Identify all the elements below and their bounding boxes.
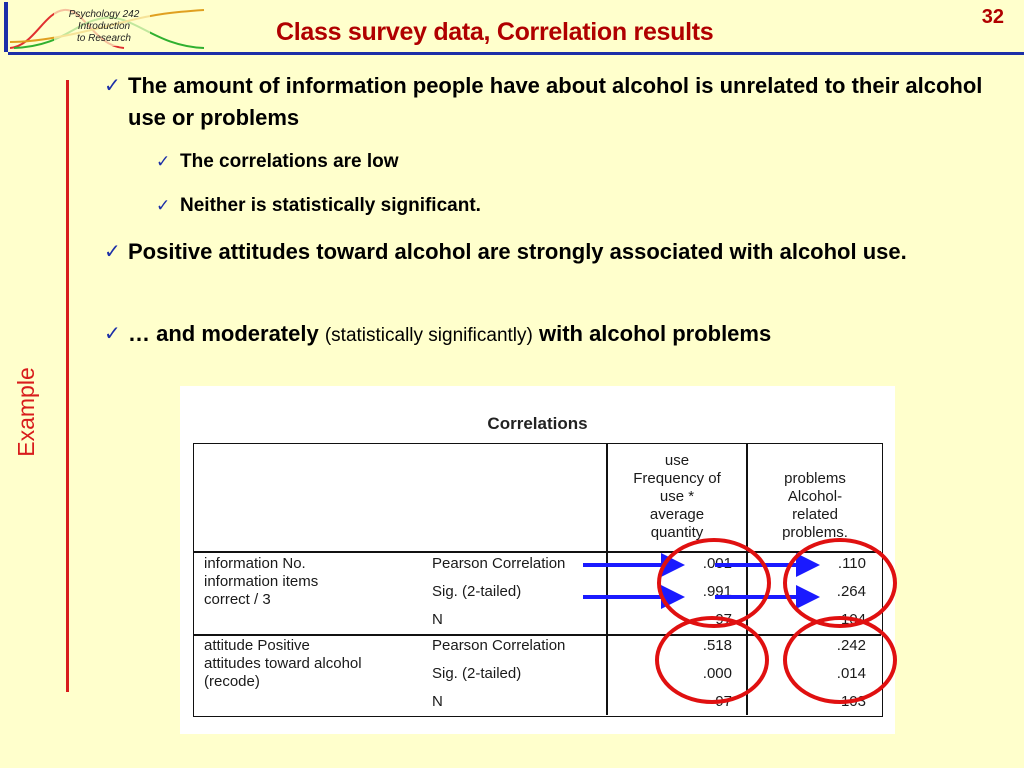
checkmark-icon: ✓ — [104, 323, 121, 345]
checkmark-icon: ✓ — [104, 241, 121, 263]
stat-label: Sig. (2-tailed) — [432, 583, 522, 600]
table-cell: .264 — [836, 583, 866, 600]
table-cell: .110 — [837, 555, 866, 572]
logo-line: Psychology 242 — [68, 9, 140, 20]
table-cell: .014 — [836, 665, 866, 682]
slide-number: 32 — [981, 6, 1004, 28]
row-label-information: information No. information items correc… — [204, 555, 319, 608]
stat-label: N — [432, 611, 443, 628]
table-caption: Correlations — [487, 414, 588, 433]
highlight-circle — [657, 538, 771, 628]
table-cell: .242 — [836, 637, 866, 654]
highlight-circle — [783, 538, 897, 628]
side-rule — [66, 80, 69, 692]
correlations-table: use Frequency of use * average quantity … — [193, 443, 883, 717]
checkmark-icon: ✓ — [104, 75, 121, 97]
checkmark-icon: ✓ — [156, 152, 171, 171]
header-rule — [8, 52, 1024, 55]
bullet-item: ✓ The amount of information people have … — [104, 70, 984, 134]
row-label-attitude: attitude Positive attitudes toward alcoh… — [204, 637, 362, 690]
logo-line: to Research — [77, 33, 131, 44]
course-logo: Psychology 242 Introduction to Research — [4, 2, 214, 52]
logo-line: Introduction — [77, 21, 131, 32]
slide-title: Class survey data, Correlation results — [276, 18, 714, 46]
table-cell: .518 — [702, 637, 732, 654]
stat-label: Sig. (2-tailed) — [432, 665, 522, 682]
stat-label: N — [432, 693, 443, 710]
col-header-use: use Frequency of use * average quantity — [633, 452, 721, 541]
stat-label: Pearson Correlation — [432, 637, 566, 654]
bullet-item: ✓ … and moderately (statistically signif… — [104, 318, 984, 352]
col-header-problems: problems Alcohol- related problems. — [782, 470, 848, 541]
checkmark-icon: ✓ — [156, 196, 171, 215]
sub-bullet-item: ✓ Neither is statistically significant. — [156, 192, 481, 220]
sub-bullet-item: ✓ The correlations are low — [156, 148, 399, 176]
correlations-table-image: Correlations use Frequency of use * aver… — [180, 386, 895, 734]
highlight-circle — [783, 616, 897, 704]
bullet-item: ✓ Positive attitudes toward alcohol are … — [104, 236, 984, 268]
highlight-circle — [655, 616, 769, 704]
table-cell: .000 — [702, 665, 732, 682]
stat-label: Pearson Correlation — [432, 555, 566, 572]
